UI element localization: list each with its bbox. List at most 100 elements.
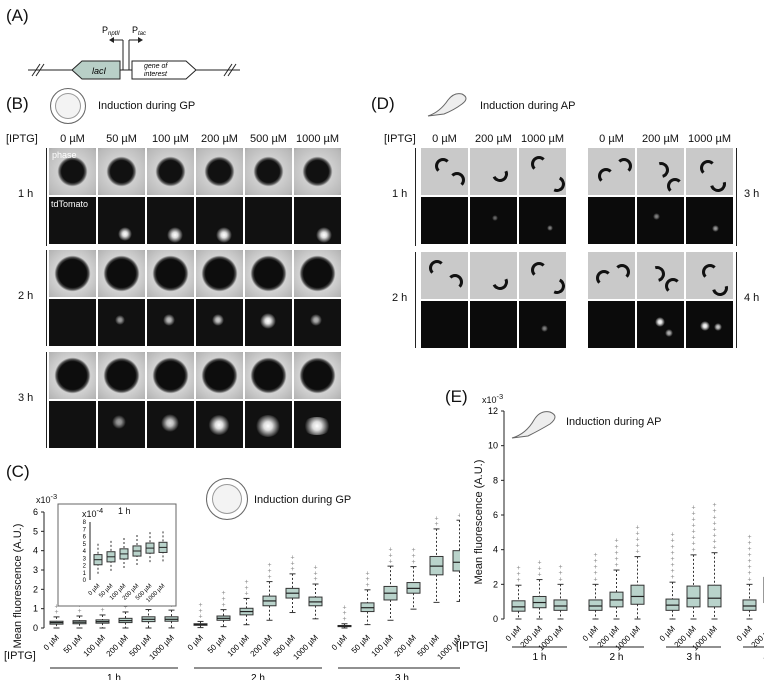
outlier: +	[614, 544, 618, 551]
outlier: +	[198, 608, 202, 615]
y-tick-label: 6	[33, 507, 38, 517]
outlier: +	[670, 574, 674, 581]
inset-y-tick-label: 1	[83, 571, 87, 577]
laci-gene-arrow	[71, 60, 121, 80]
outlier: +	[670, 544, 674, 551]
d-1h-phase	[421, 148, 566, 195]
outlier: +	[712, 533, 716, 540]
outlier: +	[635, 549, 639, 556]
micrograph	[196, 299, 243, 346]
outlier: +	[411, 553, 415, 560]
outlier: +	[614, 550, 618, 557]
swarmer-cell-icon	[427, 93, 467, 117]
inset-scale: x10-4	[82, 506, 104, 519]
outlier: +	[691, 523, 695, 530]
outlier: +	[635, 530, 639, 537]
x-tick-label: 1000 µM	[291, 633, 320, 662]
box	[686, 585, 701, 608]
outlier: +	[221, 602, 225, 609]
panel-c-yscale: x10-3	[36, 492, 58, 505]
group-label: 1 h	[533, 652, 547, 663]
goi-label-2: interest	[144, 71, 168, 78]
inset-title: 1 h	[118, 506, 131, 516]
micrograph	[245, 197, 292, 244]
outlier: +	[670, 550, 674, 557]
d-conc-2r: 1000 µM	[687, 133, 732, 145]
outlier: +	[54, 603, 58, 610]
micrograph	[294, 299, 341, 346]
outlier: +	[747, 546, 751, 553]
micrograph	[49, 250, 96, 297]
outlier: +	[123, 604, 127, 611]
outlier: +	[313, 570, 317, 577]
x-tick-label: 0 µM	[186, 633, 205, 652]
d-4h-fluor	[588, 301, 733, 348]
micrograph	[588, 197, 635, 244]
micrograph	[49, 299, 96, 346]
micrograph: tdTomato	[49, 197, 96, 244]
outlier: +	[221, 596, 225, 603]
micrograph	[519, 148, 566, 195]
micrograph	[98, 299, 145, 346]
x-tick-label: 0 µM	[330, 633, 349, 652]
outlier: +	[342, 604, 346, 611]
x-tick-label: 200 µM	[249, 633, 275, 659]
outlier: +	[614, 562, 618, 569]
micrograph	[519, 252, 566, 299]
micrograph	[294, 352, 341, 399]
micrograph	[294, 148, 341, 195]
micrograph	[245, 352, 292, 399]
micrograph	[588, 148, 635, 195]
d-time-2h: 2 h	[392, 292, 408, 304]
outlier: +	[747, 564, 751, 571]
micrograph	[245, 250, 292, 297]
outlier: +	[593, 564, 597, 571]
micrograph	[637, 301, 684, 348]
outlier: +	[267, 562, 271, 569]
outlier: +	[516, 577, 520, 584]
y-tick-label: 4	[493, 545, 498, 555]
box	[630, 584, 645, 605]
panel-a-label: (A)	[6, 6, 29, 25]
box	[553, 599, 568, 611]
micrograph	[147, 401, 194, 448]
b-2h-phase-row	[49, 250, 341, 297]
outlier: +	[290, 554, 294, 561]
outlier: +	[290, 560, 294, 567]
micrograph	[147, 250, 194, 297]
inset-y-tick-label: 7	[83, 527, 87, 533]
panel-e-title: Induction during AP	[566, 416, 662, 428]
micrograph	[147, 352, 194, 399]
b-time-1h: 1 h	[18, 188, 34, 200]
outlier: +	[388, 547, 392, 554]
box	[588, 599, 603, 611]
x-tick-label: 100 µM	[370, 633, 396, 659]
x-tick-label: 200 µM	[393, 633, 419, 659]
d-conc-row-right: 0 µM 200 µM 1000 µM	[588, 133, 733, 145]
outlier: +	[691, 529, 695, 536]
group-label: 2 h	[610, 652, 624, 663]
b-time-2h: 2 h	[18, 290, 34, 302]
outlier: +	[434, 521, 438, 528]
spore-icon	[50, 88, 86, 124]
micrograph	[98, 352, 145, 399]
d-2h-fluor	[421, 301, 566, 348]
promoter-tac: P	[132, 25, 138, 35]
outlier: +	[558, 564, 562, 571]
micrograph	[49, 401, 96, 448]
spore-icon-c	[206, 478, 248, 520]
inset-y-tick-label: 6	[83, 535, 87, 541]
outlier: +	[100, 607, 104, 614]
outlier: +	[691, 516, 695, 523]
d-3h-phase	[588, 148, 733, 195]
outlier: +	[537, 572, 541, 579]
iptg-label-c: [IPTG]	[4, 650, 36, 662]
inset-y-tick-label: 8	[83, 520, 87, 526]
box	[511, 600, 526, 612]
outlier: +	[244, 585, 248, 592]
micrograph	[637, 197, 684, 244]
micrograph	[147, 148, 194, 195]
outlier: +	[593, 552, 597, 559]
d-conc-0r: 0 µM	[599, 133, 624, 145]
